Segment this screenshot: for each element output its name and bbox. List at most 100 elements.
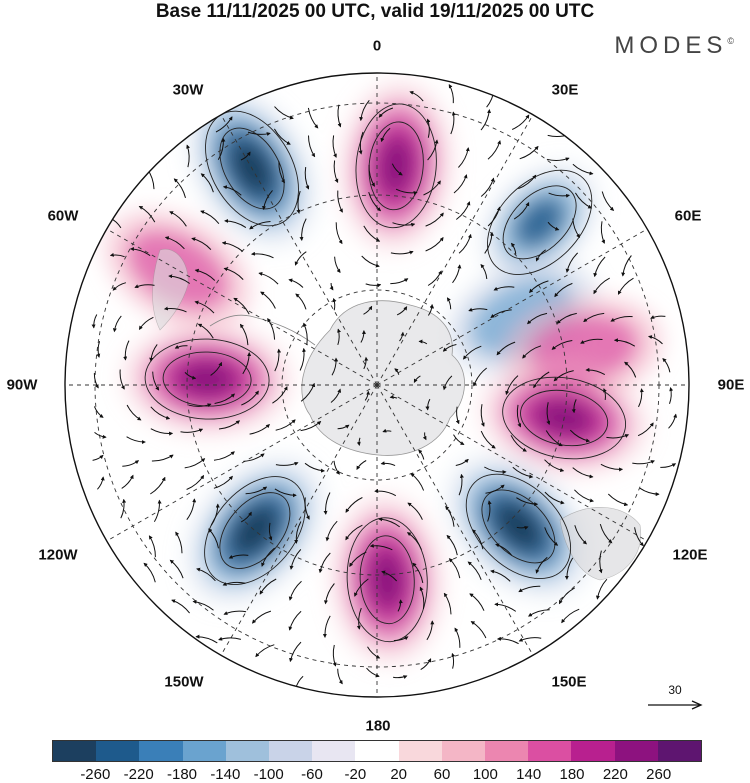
colorbar-tick-label: 260 <box>646 766 672 783</box>
wind-vector <box>223 610 247 615</box>
wind-vector <box>307 107 319 129</box>
meridian <box>106 384 378 542</box>
wind-vector <box>126 404 142 421</box>
wind-vector <box>572 163 594 176</box>
wind-vector <box>397 599 403 612</box>
wind-vector <box>458 473 464 496</box>
wind-vector <box>393 636 409 642</box>
wind-vector <box>453 174 468 194</box>
wind-vector <box>240 151 251 161</box>
wind-vector <box>593 256 606 278</box>
wind-vector <box>613 338 636 347</box>
wind-vector <box>359 99 370 122</box>
wind-vector <box>307 135 316 158</box>
south-america-tip <box>152 248 189 331</box>
colorbar-tick-label: 140 <box>516 766 542 783</box>
lon-label-30e: 30E <box>551 81 579 99</box>
wind-vector <box>453 434 465 445</box>
contour-line <box>346 517 428 643</box>
colorbar-tick-label: -100 <box>253 766 284 783</box>
wind-vector <box>278 161 285 184</box>
wind-vector <box>495 543 513 556</box>
wind-vector <box>300 382 316 402</box>
wind-vector <box>323 583 335 605</box>
wind-vector <box>169 559 184 579</box>
wind-vector <box>335 222 343 245</box>
wind-vector <box>585 367 606 376</box>
lon-label-120w: 120W <box>38 546 78 564</box>
wind-vector <box>391 163 403 176</box>
wind-vector <box>374 488 397 497</box>
wind-vector <box>122 460 140 467</box>
wind-vector <box>378 517 401 528</box>
negative-anomaly-cell <box>231 504 279 557</box>
wind-vector <box>180 428 204 433</box>
wind-vector <box>574 525 587 545</box>
colorbar-tick-label: -220 <box>123 766 154 783</box>
wind-vector <box>510 435 527 452</box>
wind-vector <box>425 398 431 411</box>
positive-anomaly-cell <box>378 135 415 196</box>
wind-vector <box>356 437 361 446</box>
wind-vector <box>241 390 259 406</box>
wind-vector <box>240 511 252 523</box>
wind-vector <box>332 644 337 667</box>
wind-vector <box>617 277 634 295</box>
wind-vector <box>518 585 541 593</box>
lon-label-90w: 90W <box>6 376 38 394</box>
colorbar-segment <box>96 741 140 761</box>
wind-vector <box>480 177 495 197</box>
wind-vector <box>148 535 156 558</box>
colorbar-segment <box>53 741 97 761</box>
wind-vector <box>610 315 633 322</box>
wind-vector <box>274 488 297 498</box>
colorbar-segment <box>139 741 183 761</box>
wind-vector <box>218 636 242 641</box>
wind-vector <box>662 358 671 373</box>
wind-vector <box>637 422 654 437</box>
latitude-circle <box>186 194 568 576</box>
wind-vector <box>358 131 364 155</box>
wind-vector <box>527 312 548 325</box>
colorbar-segment <box>398 741 442 761</box>
wind-vector <box>333 160 339 184</box>
positive-anomaly-cell <box>369 549 406 610</box>
wind-vector <box>304 462 325 473</box>
lon-label-150w: 150W <box>164 673 204 691</box>
wind-vector <box>249 221 271 230</box>
wind-vector <box>361 255 380 268</box>
wind-vector <box>210 361 223 376</box>
wind-vector <box>390 278 409 285</box>
contour-line <box>502 376 627 460</box>
wind-vector <box>544 527 559 546</box>
colorbar-tick-label: 220 <box>602 766 628 783</box>
wind-vector <box>337 104 342 128</box>
wind-vector <box>151 454 174 462</box>
wind-vector <box>255 644 275 658</box>
wind-vector <box>304 497 310 520</box>
wind-vector <box>330 388 342 403</box>
wind-vector <box>494 602 517 612</box>
wind-vector <box>487 140 502 160</box>
wind-vector <box>565 252 579 273</box>
wind-vector <box>427 303 434 316</box>
lon-label-90e: 90E <box>717 376 745 394</box>
wind-vector <box>222 581 246 586</box>
wind-vector <box>331 357 339 376</box>
wind-vector <box>634 527 644 547</box>
wind-vector <box>173 178 186 199</box>
wind-vector <box>571 399 577 414</box>
wind-vector <box>345 497 363 513</box>
contour-line <box>465 473 572 580</box>
wind-vector <box>296 190 301 214</box>
wind-vector <box>621 255 632 277</box>
wind-vector <box>245 486 268 495</box>
wind-vector <box>150 406 171 420</box>
wind-vector <box>624 361 637 378</box>
wind-vector <box>413 375 421 384</box>
wind-vector <box>213 475 233 489</box>
wind-vector <box>213 451 235 461</box>
map-boundary <box>64 72 690 698</box>
wind-vector <box>601 191 615 211</box>
colorbar-segment <box>312 741 356 761</box>
